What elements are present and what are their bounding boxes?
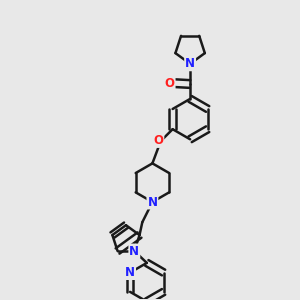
Text: O: O: [153, 134, 164, 147]
Text: N: N: [147, 196, 158, 208]
Text: O: O: [165, 76, 175, 90]
Text: N: N: [125, 266, 135, 279]
Text: N: N: [185, 57, 195, 70]
Text: N: N: [129, 244, 139, 257]
